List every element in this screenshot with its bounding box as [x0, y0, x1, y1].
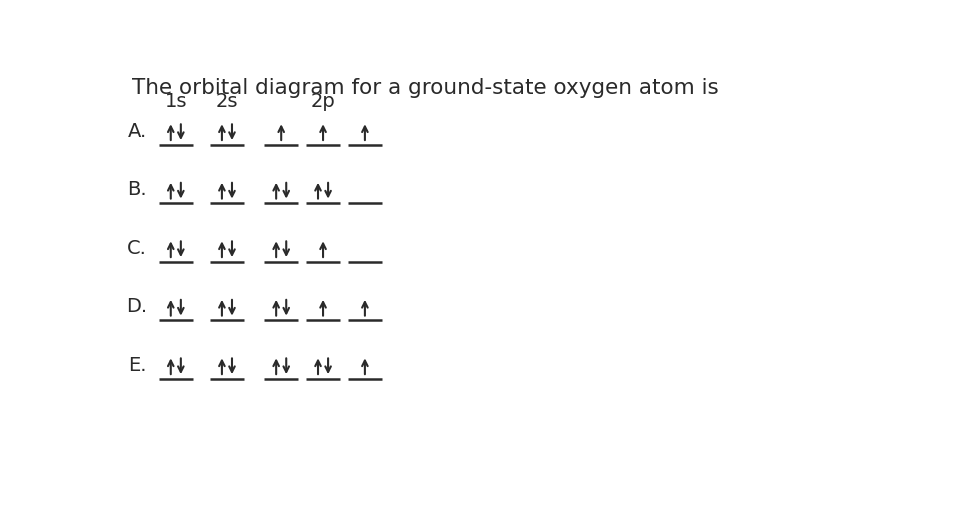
Text: E.: E. [128, 356, 146, 375]
Text: C.: C. [127, 239, 147, 258]
Text: D.: D. [127, 298, 148, 316]
Text: 2s: 2s [216, 92, 238, 111]
Text: A.: A. [128, 122, 147, 141]
Text: B.: B. [128, 180, 147, 200]
Text: 1s: 1s [164, 92, 187, 111]
Text: 2p: 2p [311, 92, 335, 111]
Text: The orbital diagram for a ground-state oxygen atom is: The orbital diagram for a ground-state o… [132, 78, 718, 97]
